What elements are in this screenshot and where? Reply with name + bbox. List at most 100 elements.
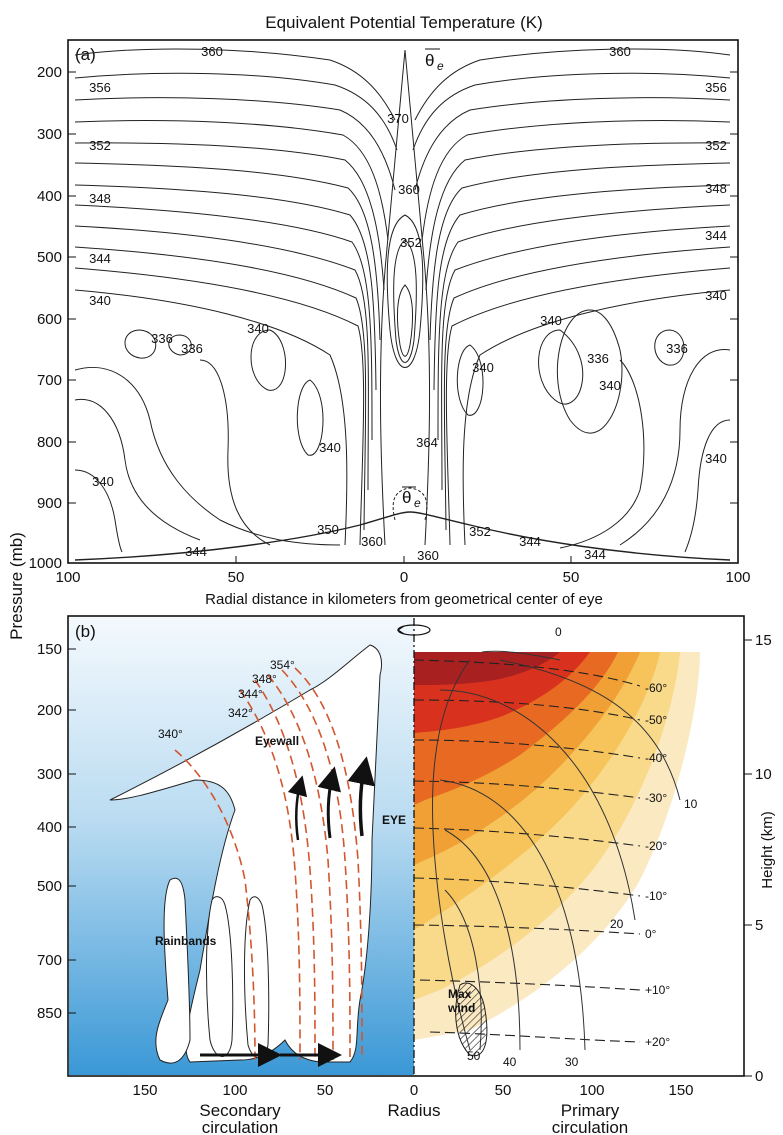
theta-e-bottom: θ e — [402, 486, 421, 510]
contour-label: 352 — [89, 138, 111, 153]
panel-a-contour-labels: 360 356 352 348 344 340 336 336 340 340 … — [89, 44, 727, 563]
theta-label: 342° — [228, 706, 253, 720]
contour-label: 340 — [319, 440, 341, 455]
theta-subscript: e — [414, 496, 421, 510]
y-tick-label: 500 — [37, 249, 62, 266]
contour-label: 352 — [400, 235, 422, 250]
contour-label: 340 — [92, 474, 114, 489]
temp-label: 0° — [645, 927, 657, 941]
wind-label: 30 — [565, 1055, 579, 1069]
contour-label: 344 — [705, 228, 727, 243]
y-tick-label: 1000 — [29, 555, 62, 572]
contour-label: 336 — [587, 351, 609, 366]
y-tick-label: 300 — [37, 766, 62, 783]
y-tick-label: 400 — [37, 819, 62, 836]
contour-label: 360 — [201, 44, 223, 59]
theta-label: 340° — [158, 727, 183, 741]
y-tick-label: 800 — [37, 434, 62, 451]
contour-label: 340 — [599, 378, 621, 393]
temp-label: -10° — [645, 889, 667, 903]
theta-e-top: θ e — [425, 48, 444, 73]
panel-b-height-axis: 15 10 5 0 — [744, 632, 772, 1085]
contour-label: 360 — [398, 182, 420, 197]
temp-label: -60° — [645, 681, 667, 695]
x-tick-label: 150 — [132, 1082, 157, 1099]
panel-a-frame — [67, 39, 739, 564]
max-wind-label-2: wind — [447, 1001, 475, 1015]
max-wind-label-1: Max — [448, 987, 472, 1001]
contour-label: 344 — [89, 251, 111, 266]
secondary-circulation-label-1: Secondary — [199, 1101, 281, 1120]
contour-label: 360 — [361, 534, 383, 549]
temperature-labels: -60° -50° -40° -30° -20° -10° 0° +10° +2… — [645, 681, 670, 1049]
theta-subscript: e — [437, 59, 444, 73]
contour-label: 370 — [387, 111, 409, 126]
panel-a-xlabel: Radial distance in kilometers from geome… — [205, 591, 603, 608]
theta-label: 348° — [252, 672, 277, 686]
height-tick-label: 0 — [755, 1068, 763, 1085]
eyewall-label: Eyewall — [255, 734, 299, 748]
isotherms — [413, 659, 641, 1043]
y-tick-label: 150 — [37, 641, 62, 658]
temp-label: -40° — [645, 751, 667, 765]
theta-e-lines — [174, 667, 363, 1061]
wind-labels: 0 10 20 30 40 50 — [467, 625, 698, 1069]
wind-contours — [432, 650, 681, 1051]
flow-arrows — [200, 756, 375, 1067]
theta-symbol: θ — [402, 488, 411, 507]
temp-label: +20° — [645, 1035, 670, 1049]
height-tick-label: 15 — [755, 632, 772, 649]
height-axis-label: Height (km) — [759, 811, 776, 889]
rainbands-label: Rainbands — [155, 934, 217, 948]
panel-a-label: (a) — [75, 45, 96, 64]
x-tick-label: 150 — [668, 1082, 693, 1099]
contour-label: 340 — [89, 293, 111, 308]
secondary-circulation-label-2: circulation — [202, 1118, 279, 1135]
y-tick-label: 400 — [37, 188, 62, 205]
contour-label: 350 — [317, 522, 339, 537]
temp-label: +10° — [645, 983, 670, 997]
panel-b-label: (b) — [75, 622, 96, 641]
max-wind-region — [455, 982, 488, 1057]
wind-label: 0 — [555, 625, 562, 639]
contour-label: 340 — [705, 451, 727, 466]
y-tick-label: 700 — [37, 952, 62, 969]
primary-circulation-label-1: Primary — [561, 1101, 620, 1120]
panel-a-title: Equivalent Potential Temperature (K) — [265, 13, 543, 32]
height-tick-label: 10 — [755, 766, 772, 783]
contour-label: 344 — [519, 534, 541, 549]
contour-label: 356 — [89, 80, 111, 95]
panel-b-y-axis: 150 200 300 400 500 700 850 — [37, 641, 76, 1022]
theta-label: 344° — [238, 687, 263, 701]
y-tick-label: 200 — [37, 702, 62, 719]
x-tick-label: 50 — [317, 1082, 334, 1099]
contour-label: 348 — [705, 181, 727, 196]
contour-label: 360 — [417, 548, 439, 563]
temp-label: -50° — [645, 713, 667, 727]
contour-label: 340 — [472, 360, 494, 375]
x-tick-label: 0 — [400, 569, 408, 586]
pressure-axis-label: Pressure (mb) — [7, 532, 26, 640]
height-tick-label: 5 — [755, 917, 763, 934]
y-tick-label: 900 — [37, 495, 62, 512]
x-tick-label: 50 — [228, 569, 245, 586]
theta-symbol: θ — [425, 51, 434, 70]
panel-a-contours — [74, 48, 731, 561]
y-tick-label: 850 — [37, 1005, 62, 1022]
contour-label: 360 — [609, 44, 631, 59]
x-tick-label: 50 — [495, 1082, 512, 1099]
radius-label: Radius — [388, 1101, 441, 1120]
panel-b-x-axis: 150 100 50 0 50 100 150 — [132, 1082, 693, 1099]
contour-label: 344 — [584, 547, 606, 562]
primary-circulation-label-2: circulation — [552, 1118, 629, 1135]
y-tick-label: 200 — [37, 64, 62, 81]
contour-label: 364 — [416, 435, 438, 450]
x-tick-label: 100 — [55, 569, 80, 586]
contour-label: 340 — [247, 321, 269, 336]
theta-label: 354° — [270, 658, 295, 672]
x-tick-label: 100 — [725, 569, 750, 586]
y-tick-label: 600 — [37, 311, 62, 328]
panel-a-y-axis: 200 300 400 500 600 700 800 900 1000 — [29, 64, 738, 572]
temp-label: -30° — [645, 791, 667, 805]
